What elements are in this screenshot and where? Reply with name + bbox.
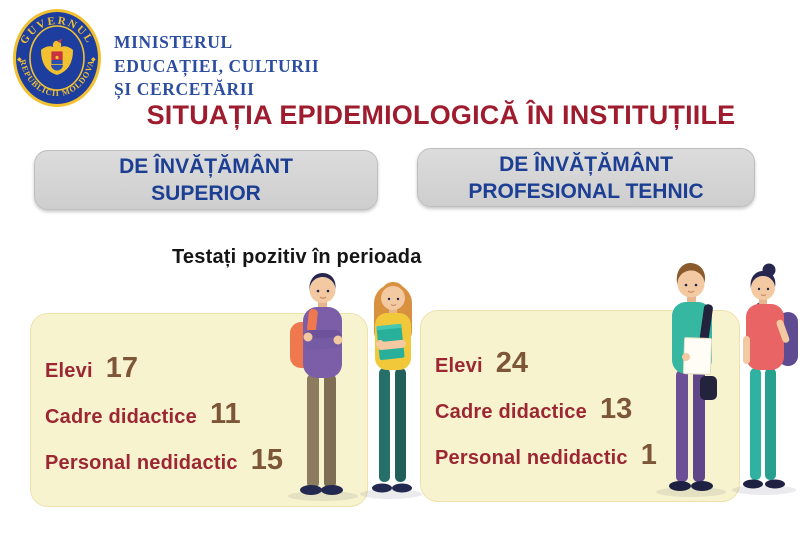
stat-label: Cadre didactice (45, 406, 197, 428)
male-student-purple-sweater (290, 273, 343, 495)
female-student-yellow-shirt (372, 282, 412, 493)
stat-label: Elevi (45, 360, 93, 382)
stat-row-personal-nedidactic: Personal nedidactic 15 (45, 446, 367, 478)
seal-diamond-right: ◆ (91, 57, 96, 63)
students-illustration-left (288, 273, 422, 501)
stat-value: 11 (209, 398, 241, 430)
stat-value: 1 (640, 439, 657, 471)
students-illustration-right (656, 263, 798, 497)
stat-row-personal-nedidactic: Personal nedidactic 1 (435, 441, 739, 473)
coat-of-arms-icon (41, 38, 73, 75)
stat-row-elevi: Elevi 24 (435, 349, 739, 381)
stat-row-cadre-didactice: Cadre didactice 13 (435, 395, 739, 427)
ministry-name: MINISTERUL EDUCAȚIEI, CULTURII ȘI CERCET… (114, 31, 319, 102)
stat-value: 17 (105, 352, 138, 384)
government-seal-logo: GUVERNUL REPUBLICII MOLDOVA ◆ ◆ (13, 9, 101, 107)
tab-label-line: SUPERIOR (151, 182, 261, 205)
stat-label: Elevi (435, 355, 483, 377)
page-title: SITUAȚIA EPIDEMIOLOGICĂ ÎN INSTITUȚIILE (146, 100, 736, 130)
stat-label: Cadre didactice (435, 401, 587, 423)
stats-list: Elevi 24 Cadre didactice 13 Personal ned… (421, 311, 739, 473)
ministry-name-line: MINISTERUL (114, 32, 233, 52)
subtitle-tested-positive: Testați pozitiv în perioada (172, 246, 422, 268)
tab-label-line: DE ÎNVĂȚĂMÂNT (119, 155, 293, 178)
stat-label: Personal nedidactic (45, 452, 238, 474)
tab-invatamant-superior[interactable]: DE ÎNVĂȚĂMÂNT SUPERIOR (34, 150, 378, 210)
seal-diamond-left: ◆ (17, 57, 22, 63)
seal-inner-ring (29, 25, 85, 91)
ministry-name-line: ȘI CERCETĂRII (114, 79, 255, 99)
male-student-teal-sweater (669, 263, 717, 491)
tab-invatamant-profesional-tehnic[interactable]: DE ÎNVĂȚĂMÂNT PROFESIONAL TEHNIC (417, 148, 755, 207)
tab-label-line: PROFESIONAL TEHNIC (468, 179, 704, 203)
stats-list: Elevi 17 Cadre didactice 11 Personal ned… (31, 314, 367, 478)
ministry-name-line: EDUCAȚIEI, CULTURII (114, 55, 320, 76)
stat-value: 13 (599, 393, 633, 425)
stat-label: Personal nedidactic (435, 447, 628, 469)
stat-value: 24 (495, 347, 528, 379)
stat-value: 15 (250, 444, 284, 476)
female-student-coral-shirt (743, 263, 798, 489)
stat-row-cadre-didactice: Cadre didactice 11 (45, 400, 367, 432)
stat-row-elevi: Elevi 17 (45, 354, 367, 386)
tab-label-line: DE ÎNVĂȚĂMÂNT (499, 152, 673, 176)
